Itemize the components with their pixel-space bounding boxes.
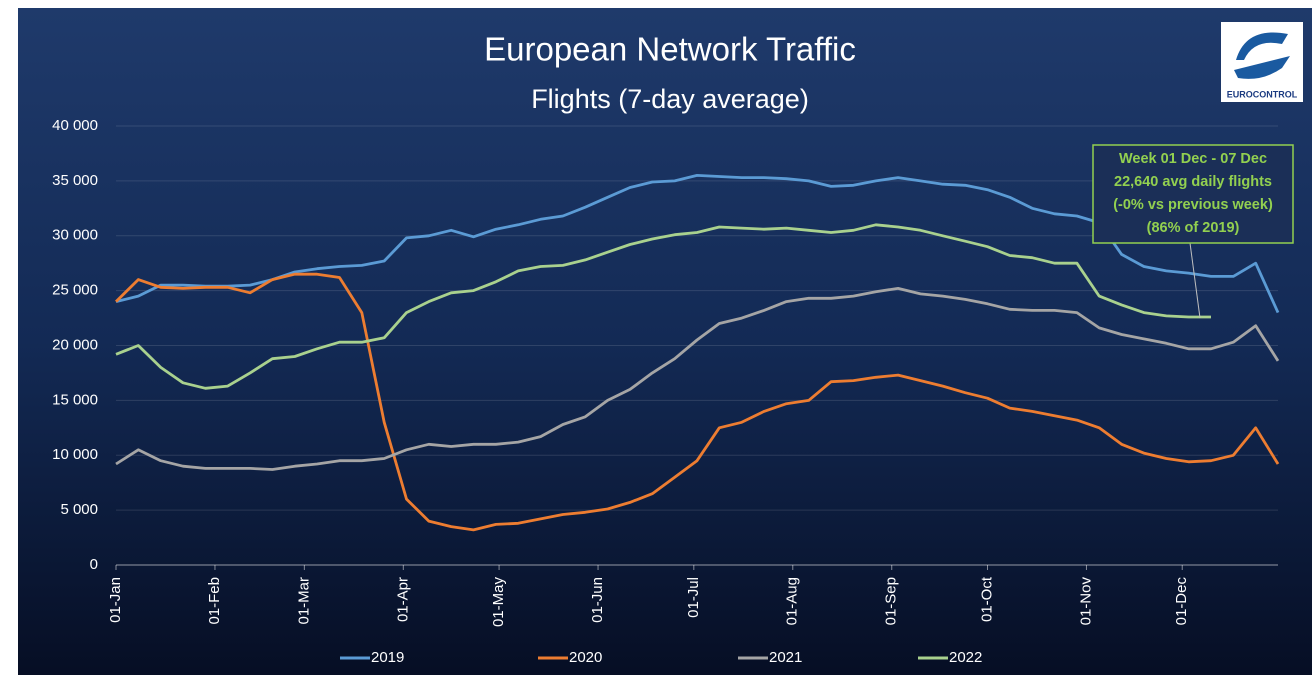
x-tick-label: 01-Sep — [883, 577, 900, 625]
logo-shape — [1234, 56, 1290, 79]
annotation-text: Week 01 Dec - 07 Dec — [1119, 151, 1267, 167]
x-tick-label: 01-Jun — [589, 577, 606, 623]
y-tick-label: 40 000 — [52, 117, 98, 134]
background — [18, 8, 1312, 675]
x-tick-label: 01-Jul — [685, 577, 702, 618]
series-line — [115, 174, 1280, 314]
annotation-text: (86% of 2019) — [1147, 220, 1240, 236]
y-tick-label: 0 — [90, 556, 98, 573]
y-tick-label: 5 000 — [60, 501, 98, 518]
x-tick-label: 01-Mar — [295, 577, 312, 625]
legend-label: 2022 — [949, 649, 982, 666]
chart-subtitle: Flights (7-day average) — [531, 84, 809, 114]
series-line — [115, 223, 1211, 390]
series-line — [115, 272, 1280, 532]
x-tick-label: 01-Apr — [394, 577, 411, 622]
series-line — [115, 287, 1280, 471]
y-tick-label: 30 000 — [52, 227, 98, 244]
y-tick-label: 35 000 — [52, 172, 98, 189]
x-tick-label: 01-Nov — [1077, 577, 1094, 626]
annotation-box — [1092, 144, 1294, 244]
y-tick-label: 20 000 — [52, 336, 98, 353]
x-tick-label: 01-Oct — [978, 576, 995, 622]
x-tick-label: 01-Dec — [1173, 577, 1190, 626]
x-tick-label: 01-Aug — [784, 577, 801, 625]
annotation-text: 22,640 avg daily flights — [1114, 174, 1272, 190]
legend-label: 2020 — [569, 649, 602, 666]
x-tick-label: 01-May — [490, 577, 507, 628]
logo-shape — [1236, 32, 1288, 60]
x-tick-label: 01-Jan — [107, 577, 124, 623]
x-tick-label: 01-Feb — [206, 577, 223, 625]
chart-title: European Network Traffic — [484, 31, 856, 68]
annotation-text: (-0% vs previous week) — [1113, 197, 1273, 213]
y-tick-label: 25 000 — [52, 282, 98, 299]
legend-label: 2021 — [769, 649, 802, 666]
plot-area: 0 5 000 10 000 15 000 20 000 25 000 30 000 35 0… — [52, 117, 1294, 666]
annotation-pointer — [1189, 242, 1201, 319]
logo-text: EUROCONTROL — [1227, 89, 1298, 99]
y-tick-label: 15 000 — [52, 391, 98, 408]
logo: EUROCONTROL — [1221, 22, 1303, 102]
legend-label: 2019 — [371, 649, 404, 666]
y-tick-label: 10 000 — [52, 446, 98, 463]
